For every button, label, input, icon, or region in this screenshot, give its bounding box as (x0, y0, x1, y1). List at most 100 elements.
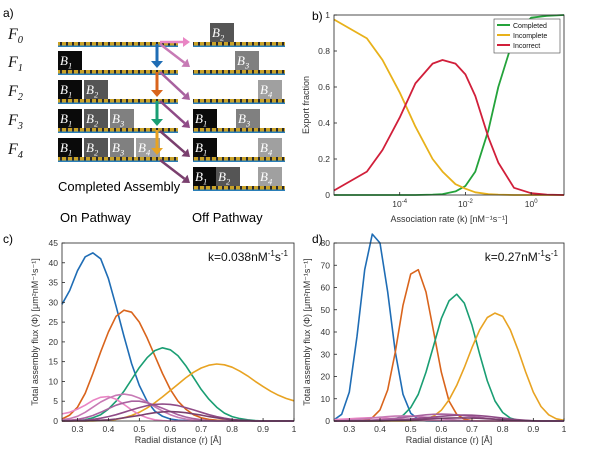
series-line-2 (333, 59, 565, 196)
on-block-label-4-3-base: B (138, 140, 146, 155)
on-arrow-head-3 (151, 148, 163, 155)
off-block-label-0-0-base: B (212, 25, 220, 40)
y-tick-label-5: 1 (325, 10, 330, 20)
row-label-3-sub: 3 (17, 121, 23, 132)
x-tick-label-exp-0: -4 (402, 199, 408, 205)
y-tick-label-1: 0.2 (318, 154, 330, 164)
on-block-label-2-0-sub: 1 (68, 89, 72, 99)
assembly-row-5: B1 B2 B4 (193, 167, 285, 191)
off-block-label-0-0-sub: 2 (220, 32, 225, 42)
y-tick-label-4: 20 (49, 337, 59, 347)
x-tick-label-exp-2: 0 (534, 199, 538, 205)
off-pathway-bar-edge-1 (193, 73, 285, 75)
x-tick-label-5: 0.8 (497, 424, 509, 434)
off-pathway-bar-edge-0 (193, 45, 285, 47)
x-axis-label: Radial distance (r) [Å] (135, 435, 222, 445)
off-arrow-head-3 (181, 119, 190, 128)
off-block-label-5-0-base: B (195, 169, 203, 184)
off-block-4-1 (258, 138, 282, 157)
on-block-3-0 (58, 109, 82, 128)
off-block-label-2-0-base: B (260, 82, 268, 97)
off-block-3-0 (193, 109, 217, 128)
off-block-label-3-1-sub: 3 (245, 118, 250, 128)
series-line-3 (334, 312, 565, 422)
on-block-4-2 (110, 138, 134, 157)
on-block-4-0 (58, 138, 82, 157)
k-value-annotation: k=0.038nM-1s-1 (208, 249, 289, 264)
x-tick-label-0: 10-4 (392, 199, 407, 209)
off-block-label-5-2-sub: 4 (268, 176, 273, 186)
panel-label: c) (3, 232, 13, 246)
x-tick-label-3: 0.6 (435, 424, 447, 434)
on-block-label-4-3: B4 (138, 140, 151, 157)
on-block-label-2-0: B1 (60, 82, 72, 99)
on-arrow-head-1 (151, 90, 163, 97)
row-label-2-base: F (7, 83, 18, 100)
x-tick-label-base-1: 10 (458, 199, 468, 209)
off-block-1-0 (235, 51, 259, 70)
panel-a-label: a) (3, 6, 14, 20)
x-tick-label-0: 0.3 (72, 424, 84, 434)
on-block-1-0 (58, 51, 82, 70)
y-tick-label-6: 30 (49, 297, 59, 307)
row-label-1: F1 (7, 54, 23, 74)
y-axis-label: Export fraction (301, 76, 311, 134)
on-block-2-0 (58, 80, 82, 99)
x-tick-label-exp-1: -2 (467, 199, 473, 205)
on-pathway-bar-edge-2 (58, 102, 178, 104)
y-tick-label-4: 40 (321, 327, 331, 337)
off-block-label-4-1: B4 (260, 140, 273, 157)
off-block-label-4-0: B1 (195, 140, 207, 157)
plot-frame (333, 14, 565, 196)
x-tick-label-1: 0.4 (374, 424, 386, 434)
x-tick-label-2: 100 (525, 199, 538, 209)
off-pathway-bar-edge-5 (193, 189, 285, 191)
off-pathway-bar-2 (193, 99, 285, 104)
on-block-label-2-1-sub: 2 (94, 89, 99, 99)
off-block-label-5-1-base: B (218, 169, 226, 184)
on-block-label-4-2-base: B (112, 140, 120, 155)
off-block-label-5-1: B2 (218, 169, 231, 186)
off-block-0-0 (210, 23, 234, 42)
on-block-label-4-0: B1 (60, 140, 72, 157)
off-arrow-line-5 (159, 159, 186, 180)
on-block-label-4-0-sub: 1 (68, 147, 72, 157)
row-label-3-base: F (7, 112, 18, 129)
on-block-label-4-3-sub: 4 (146, 147, 151, 157)
y-tick-label-7: 35 (49, 278, 59, 288)
on-arrow-head-0 (151, 61, 163, 68)
off-block-label-1-0-base: B (237, 53, 245, 68)
off-block-label-3-1: B3 (238, 111, 250, 128)
off-pathway-bar-4 (193, 157, 285, 162)
y-tick-label-5: 25 (49, 317, 59, 327)
off-arrow-line-3 (159, 100, 186, 125)
on-pathway-bar-4 (58, 157, 178, 162)
on-block-4-1 (84, 138, 108, 157)
y-tick-label-8: 40 (49, 258, 59, 268)
row-label-4-sub: 4 (18, 150, 23, 161)
on-block-label-4-2-sub: 3 (119, 147, 124, 157)
off-block-label-3-0: B1 (195, 111, 207, 128)
plot-frame (61, 242, 295, 422)
y-axis-label: Total assembly flux (Φ) [μm²nM⁻¹s⁻¹] (302, 258, 312, 405)
on-block-label-3-2-base: B (112, 111, 120, 126)
off-pathway-bar-edge-2 (193, 102, 285, 104)
x-tick-label-7: 1 (292, 424, 297, 434)
off-block-label-5-0-sub: 1 (203, 176, 207, 186)
off-pathway-bar-3 (193, 128, 285, 133)
completed-assembly-label: Completed Assembly (58, 179, 181, 194)
legend-label-0: Completed (513, 23, 547, 30)
k-annot-sup2: -1 (281, 249, 289, 258)
x-tick-label-3: 0.6 (164, 424, 176, 434)
on-pathway-bar-edge-3 (58, 131, 178, 133)
off-block-label-5-2: B4 (260, 169, 273, 186)
off-pathway-bar-edge-4 (193, 160, 285, 162)
row-label-4: F4 (7, 141, 23, 161)
y-tick-label-5: 50 (321, 305, 331, 315)
on-pathway-label: On Pathway (60, 210, 131, 225)
x-tick-label-6: 0.9 (257, 424, 269, 434)
off-block-label-3-0-sub: 1 (203, 118, 207, 128)
